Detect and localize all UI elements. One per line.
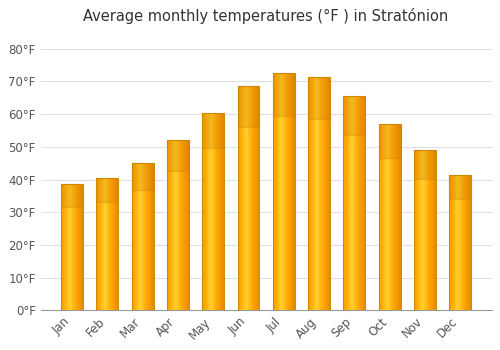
Bar [238,86,260,127]
Bar [132,163,154,190]
Bar [132,163,154,310]
Bar [96,178,118,202]
Bar [202,113,224,148]
Bar [273,73,294,310]
Bar [238,86,260,310]
Bar [167,140,189,171]
Bar [449,175,471,310]
Bar [61,184,83,310]
Bar [202,113,224,310]
Bar [449,175,471,199]
Bar [308,77,330,119]
Bar [61,184,83,207]
Bar [378,124,400,310]
Bar [167,140,189,310]
Bar [96,178,118,310]
Bar [414,150,436,179]
Bar [308,77,330,310]
Title: Average monthly temperatures (°F ) in Stratónion: Average monthly temperatures (°F ) in St… [84,8,448,24]
Bar [273,73,294,116]
Bar [344,96,365,135]
Bar [414,150,436,310]
Bar [378,124,400,158]
Bar [344,96,365,310]
